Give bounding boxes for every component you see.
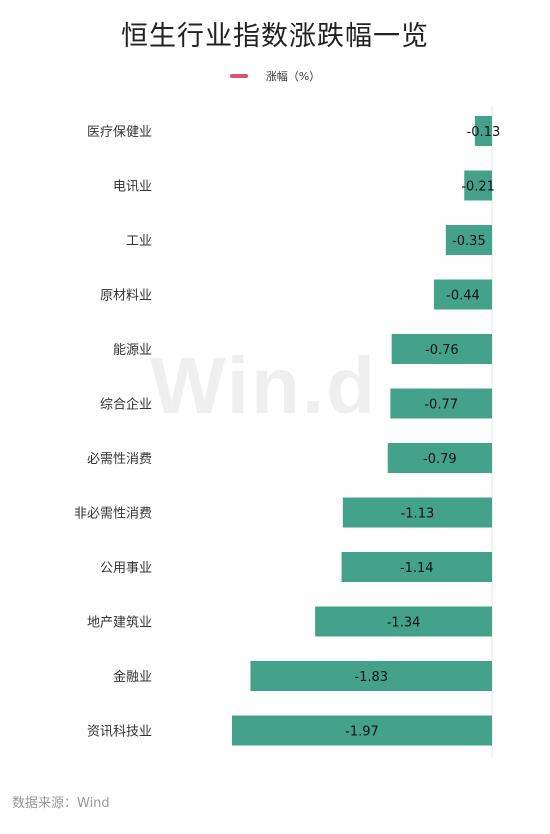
legend: 涨幅（%） (0, 68, 550, 84)
bar (342, 497, 492, 528)
category-label: 公用事业 (100, 561, 152, 576)
bar (341, 552, 492, 582)
data-label: -1.13 (401, 507, 435, 522)
category-label: 金融业 (113, 669, 152, 685)
category-label: 资讯科技业 (87, 725, 152, 740)
category-label: 非必需性消费 (74, 507, 152, 522)
data-label: -0.77 (424, 398, 458, 413)
bar (464, 170, 492, 201)
legend-label: 涨幅（%） (265, 70, 321, 83)
data-label: -0.13 (467, 125, 501, 140)
category-label: 能源业 (113, 343, 152, 358)
data-label: -0.76 (425, 343, 459, 358)
data-label: -1.97 (345, 725, 379, 740)
category-label: 地产建筑业 (87, 615, 152, 631)
category-label: 医疗保健业 (87, 125, 152, 140)
legend-swatch (229, 74, 248, 78)
bar (445, 225, 492, 255)
bar (474, 116, 492, 146)
data-label: -1.34 (387, 616, 421, 631)
category-label: 工业 (126, 234, 152, 249)
data-label: -0.21 (461, 180, 495, 195)
category-label: 电讯业 (113, 180, 152, 195)
watermark: Win.d (150, 341, 377, 430)
bar (231, 715, 492, 746)
data-label: -0.35 (452, 234, 486, 249)
chart-title: 恒生行业指数涨跌幅一览 (121, 21, 429, 52)
category-label: 综合企业 (100, 397, 152, 413)
bar (433, 279, 492, 310)
category-label: 原材料业 (100, 289, 152, 304)
data-label: -0.79 (423, 452, 457, 467)
bar (387, 443, 492, 473)
bar (391, 334, 492, 364)
data-label: -1.14 (400, 561, 434, 576)
category-label: 必需性消费 (87, 452, 152, 467)
bar (250, 661, 492, 691)
data-label: -0.44 (446, 289, 480, 304)
bar (315, 606, 492, 637)
source-note: 数据来源：Wind (12, 796, 110, 811)
bar (390, 388, 492, 419)
data-label: -1.83 (354, 670, 388, 685)
